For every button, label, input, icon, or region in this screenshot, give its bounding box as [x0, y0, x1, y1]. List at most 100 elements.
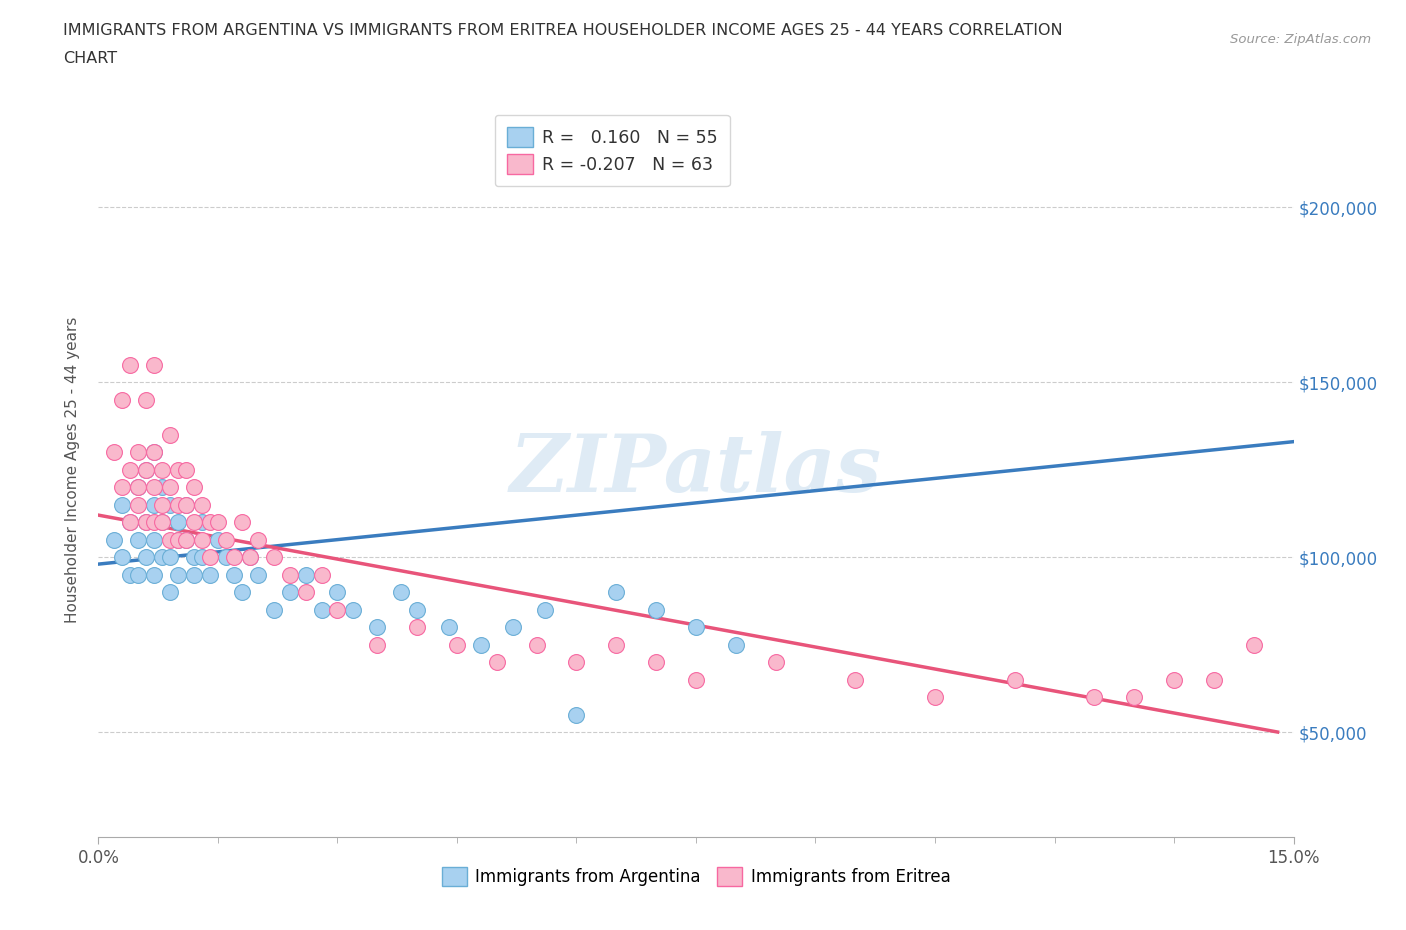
Point [167, 462, 190, 477]
Point [111, 498, 134, 512]
Point [183, 480, 205, 495]
Point [135, 550, 157, 565]
Point [159, 498, 181, 512]
Point [150, 514, 173, 529]
Point [278, 567, 301, 582]
Point [724, 637, 747, 652]
Point [167, 498, 190, 512]
Point [311, 567, 333, 582]
Point [366, 637, 388, 652]
Point [605, 637, 627, 652]
Point [159, 585, 181, 600]
Point [127, 445, 149, 459]
Point [135, 514, 157, 529]
Point [198, 550, 221, 565]
Point [278, 585, 301, 600]
Text: IMMIGRANTS FROM ARGENTINA VS IMMIGRANTS FROM ERITREA HOUSEHOLDER INCOME AGES 25 : IMMIGRANTS FROM ARGENTINA VS IMMIGRANTS … [63, 23, 1063, 38]
Point [239, 550, 262, 565]
Point [143, 498, 166, 512]
Point [231, 585, 253, 600]
Point [159, 532, 181, 547]
Point [143, 445, 166, 459]
Point [143, 514, 166, 529]
Point [198, 514, 221, 529]
Point [246, 567, 269, 582]
Point [533, 602, 555, 617]
Point [605, 585, 627, 600]
Point [135, 462, 157, 477]
Point [143, 480, 166, 495]
Point [127, 498, 149, 512]
Point [191, 514, 214, 529]
Point [143, 445, 166, 459]
Y-axis label: Householder Income Ages 25 - 44 years: Householder Income Ages 25 - 44 years [65, 316, 80, 623]
Point [159, 427, 181, 442]
Point [294, 585, 316, 600]
Point [1163, 672, 1185, 687]
Point [159, 480, 181, 495]
Point [111, 550, 134, 565]
Point [143, 567, 166, 582]
Point [174, 498, 197, 512]
Point [263, 550, 285, 565]
Point [222, 550, 245, 565]
Point [485, 655, 508, 670]
Point [191, 532, 214, 547]
Point [127, 567, 149, 582]
Point [565, 707, 588, 722]
Point [111, 480, 134, 495]
Point [645, 602, 668, 617]
Point [645, 655, 668, 670]
Point [183, 550, 205, 565]
Point [183, 514, 205, 529]
Point [191, 498, 214, 512]
Point [174, 532, 197, 547]
Point [215, 550, 238, 565]
Point [103, 532, 125, 547]
Point [207, 514, 229, 529]
Point [120, 514, 142, 529]
Point [470, 637, 492, 652]
Point [167, 532, 190, 547]
Point [389, 585, 412, 600]
Point [198, 567, 221, 582]
Point [135, 462, 157, 477]
Point [326, 585, 349, 600]
Point [1004, 672, 1026, 687]
Point [215, 532, 238, 547]
Point [844, 672, 866, 687]
Point [294, 567, 316, 582]
Point [120, 462, 142, 477]
Point [150, 480, 173, 495]
Point [150, 514, 173, 529]
Point [685, 619, 707, 634]
Point [127, 480, 149, 495]
Point [1123, 690, 1146, 705]
Point [437, 619, 460, 634]
Point [1243, 637, 1265, 652]
Point [231, 514, 253, 529]
Point [342, 602, 364, 617]
Point [1083, 690, 1105, 705]
Point [167, 514, 190, 529]
Point [526, 637, 548, 652]
Point [174, 532, 197, 547]
Point [135, 392, 157, 407]
Point [174, 498, 197, 512]
Point [406, 619, 429, 634]
Point [446, 637, 468, 652]
Point [924, 690, 946, 705]
Legend: Immigrants from Argentina, Immigrants from Eritrea: Immigrants from Argentina, Immigrants fr… [433, 859, 959, 895]
Text: ZIPatlas: ZIPatlas [510, 431, 882, 509]
Point [1202, 672, 1225, 687]
Text: CHART: CHART [63, 51, 117, 66]
Point [183, 567, 205, 582]
Point [167, 567, 190, 582]
Point [143, 357, 166, 372]
Point [263, 602, 285, 617]
Point [135, 514, 157, 529]
Point [191, 550, 214, 565]
Point [685, 672, 707, 687]
Point [103, 445, 125, 459]
Point [222, 567, 245, 582]
